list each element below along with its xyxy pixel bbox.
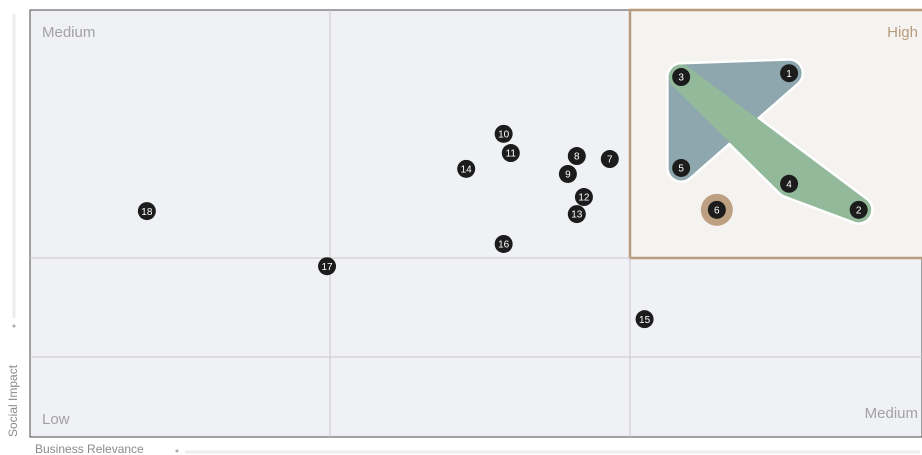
point	[558, 164, 577, 183]
zone-label: Low	[42, 411, 70, 428]
point	[672, 158, 691, 177]
point-label: 8	[574, 152, 580, 163]
point-label: 13	[571, 210, 583, 221]
point-label: 3	[678, 73, 684, 84]
axis-dot	[175, 449, 179, 453]
point	[780, 174, 799, 193]
point-label: 15	[639, 315, 651, 326]
axis-dot	[12, 324, 16, 328]
point-label: 9	[565, 170, 571, 181]
point	[137, 202, 156, 221]
point	[501, 144, 520, 163]
point-label: 17	[321, 262, 333, 273]
point	[780, 64, 799, 83]
point	[600, 150, 619, 169]
point	[574, 188, 593, 207]
zone-label: Medium	[865, 405, 918, 422]
point	[635, 310, 654, 329]
point-label: 7	[607, 155, 613, 166]
point	[707, 200, 726, 219]
point-label: 1	[786, 69, 792, 80]
point-label: 10	[498, 129, 510, 140]
point	[849, 200, 868, 219]
point-label: 6	[714, 205, 720, 216]
point	[494, 234, 513, 253]
zone-label: Medium	[42, 24, 95, 41]
point	[567, 147, 586, 166]
point-label: 18	[141, 207, 153, 218]
point	[494, 124, 513, 143]
point	[318, 257, 337, 276]
zone-label: High	[887, 24, 918, 41]
point-label: 14	[461, 164, 473, 175]
point	[567, 205, 586, 224]
point	[672, 68, 691, 87]
point-label: 5	[678, 164, 684, 175]
y-axis-label: Social Impact	[6, 364, 20, 437]
point-label: 16	[498, 240, 510, 251]
point-label: 2	[856, 205, 862, 216]
point	[457, 159, 476, 178]
groups	[666, 58, 874, 225]
group-shape	[668, 64, 872, 223]
point-label: 11	[506, 149, 517, 160]
point-label: 12	[578, 193, 590, 204]
x-axis-label: Business Relevance	[35, 442, 144, 455]
point-label: 4	[786, 179, 792, 190]
